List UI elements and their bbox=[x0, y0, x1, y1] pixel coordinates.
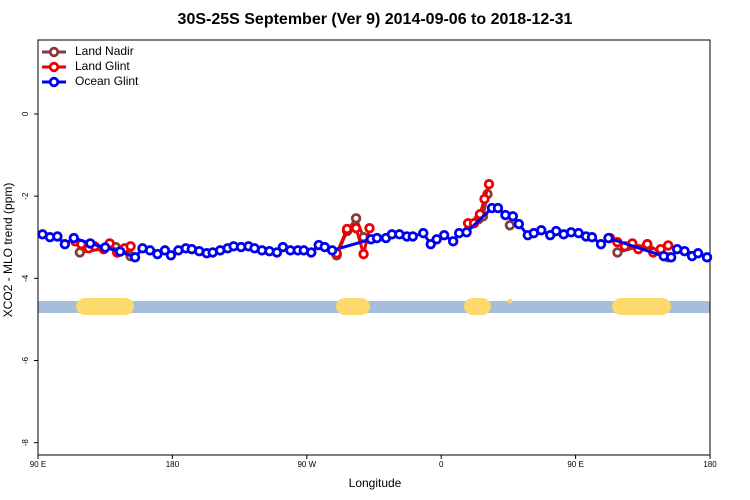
point bbox=[692, 248, 704, 259]
point bbox=[114, 246, 126, 257]
point bbox=[431, 234, 442, 245]
point bbox=[418, 227, 429, 239]
point bbox=[326, 245, 338, 256]
point bbox=[461, 227, 472, 238]
point bbox=[165, 250, 177, 261]
plot-frame bbox=[37, 39, 711, 456]
point bbox=[603, 232, 614, 244]
y-axis-label: XCO2 - MLO trend (ppm) bbox=[1, 183, 15, 318]
point bbox=[513, 218, 525, 230]
x-tick-label: 90 E bbox=[30, 460, 46, 469]
point bbox=[595, 239, 607, 250]
legend-marker bbox=[48, 61, 60, 73]
point bbox=[85, 238, 96, 249]
point bbox=[99, 242, 111, 253]
x-tick-label: 90 W bbox=[297, 460, 316, 469]
y-tick-label: -2 bbox=[21, 192, 30, 200]
land-strip bbox=[464, 298, 491, 315]
point bbox=[350, 222, 362, 234]
legend-label: Land Glint bbox=[75, 59, 130, 73]
point bbox=[504, 220, 516, 231]
point bbox=[306, 247, 317, 258]
x-tick-label: 90 E bbox=[567, 460, 583, 469]
point bbox=[438, 229, 450, 241]
point bbox=[642, 239, 653, 250]
x-axis-label: Longitude bbox=[349, 476, 402, 490]
point bbox=[358, 248, 369, 260]
point bbox=[679, 245, 690, 257]
point bbox=[701, 252, 713, 263]
point bbox=[479, 193, 490, 205]
point bbox=[144, 245, 156, 256]
point bbox=[612, 247, 623, 258]
y-tick-label: -6 bbox=[21, 356, 30, 364]
point bbox=[483, 179, 495, 190]
point bbox=[492, 202, 504, 214]
land-strip bbox=[508, 299, 512, 303]
point bbox=[662, 240, 674, 251]
legend-label: Land Nadir bbox=[75, 44, 134, 58]
land-strip bbox=[336, 298, 370, 315]
point bbox=[586, 232, 598, 243]
land-strip bbox=[612, 298, 671, 315]
point bbox=[52, 231, 63, 242]
x-tick-label: 0 bbox=[439, 460, 444, 469]
point bbox=[665, 252, 677, 263]
y-tick-label: -4 bbox=[21, 274, 30, 282]
point bbox=[74, 247, 86, 258]
point bbox=[271, 247, 283, 258]
land-ocean-band bbox=[38, 298, 710, 315]
point bbox=[364, 222, 375, 234]
legend-marker bbox=[48, 46, 60, 58]
legend-label: Ocean Glint bbox=[75, 74, 139, 88]
point bbox=[152, 248, 163, 260]
land-strip bbox=[76, 298, 134, 315]
point bbox=[447, 236, 459, 247]
y-tick-label: 0 bbox=[21, 111, 30, 116]
x-tick-label: 180 bbox=[703, 460, 717, 469]
point bbox=[350, 213, 362, 224]
chart-title: 30S-25S September (Ver 9) 2014-09-06 to … bbox=[178, 11, 573, 28]
point bbox=[125, 241, 136, 252]
y-tick-label: -8 bbox=[21, 439, 30, 447]
point bbox=[341, 223, 353, 235]
point bbox=[129, 252, 141, 263]
legend-marker bbox=[48, 76, 60, 88]
ocean-strip bbox=[38, 301, 710, 313]
point bbox=[59, 239, 71, 250]
point bbox=[507, 211, 519, 222]
point bbox=[68, 232, 80, 244]
point bbox=[536, 225, 547, 236]
x-tick-label: 180 bbox=[166, 460, 180, 469]
point bbox=[407, 231, 419, 242]
point bbox=[371, 232, 383, 244]
